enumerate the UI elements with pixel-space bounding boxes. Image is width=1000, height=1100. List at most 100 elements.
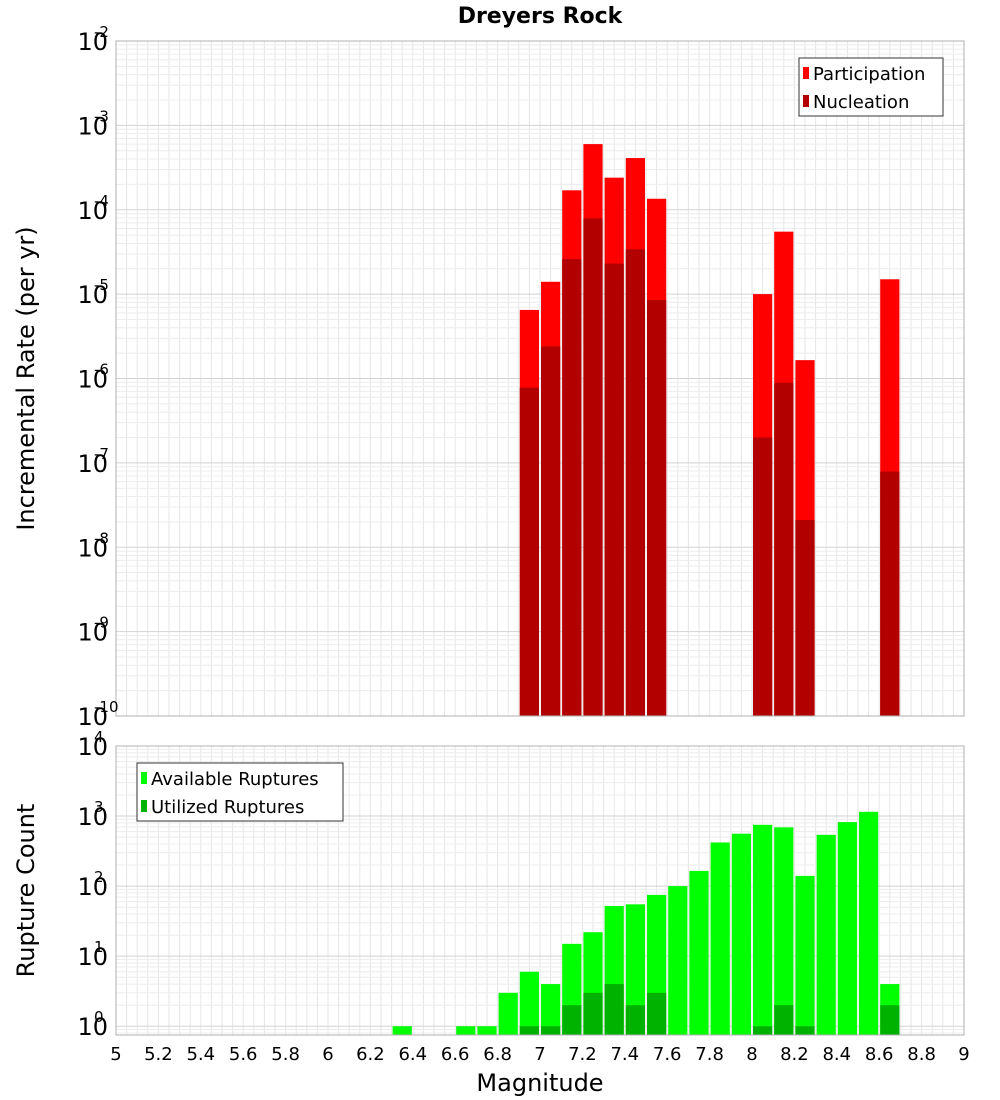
rate-y-axis-label: Incremental Rate (per yr) — [12, 226, 40, 530]
x-tick-label: 8.8 — [907, 1044, 936, 1065]
x-tick-label: 9 — [958, 1044, 969, 1065]
count-bar — [837, 822, 857, 1035]
count-bar — [541, 1026, 561, 1035]
x-tick-label: 6.6 — [441, 1044, 470, 1065]
x-tick-label: 6.4 — [398, 1044, 427, 1065]
rate-ytick-label: 10-9 — [77, 614, 109, 647]
x-tick-label: 6.8 — [483, 1044, 512, 1065]
count-bar — [519, 1026, 539, 1035]
x-tick-label: 6.2 — [356, 1044, 385, 1065]
count-bar — [604, 984, 624, 1035]
rate-series-1 — [519, 218, 900, 717]
x-tick-label: 8.6 — [865, 1044, 894, 1065]
rate-legend: Participation Nucleation — [798, 57, 944, 117]
rate-ytick-exp: -9 — [94, 614, 109, 632]
rate-ytick-label: 10-5 — [77, 276, 109, 309]
count-ytick-label: 101 — [77, 938, 108, 971]
x-tick-label: 8.4 — [822, 1044, 851, 1065]
count-bar — [753, 824, 773, 1035]
chart-title: Dreyers Rock — [458, 4, 624, 29]
x-tick-label: 8.2 — [780, 1044, 809, 1065]
rate-ytick-exp: -10 — [94, 698, 119, 716]
x-tick-label: 5.6 — [229, 1044, 258, 1065]
rate-ytick-base: 10 — [77, 366, 108, 394]
count-ytick-exp: 4 — [94, 728, 104, 746]
rate-ytick-exp: -4 — [94, 192, 109, 210]
rate-ytick-base: 10 — [77, 619, 108, 647]
count-legend-label: Available Ruptures — [151, 769, 319, 790]
count-bar — [795, 1026, 815, 1035]
rate-legend-swatch — [803, 95, 809, 107]
rate-ytick-label: 10-4 — [77, 192, 109, 225]
rate-legend-box — [798, 57, 944, 117]
count-y-axis-label: Rupture Count — [12, 804, 40, 978]
count-bar — [753, 1026, 773, 1035]
x-tick-label: 7.4 — [610, 1044, 639, 1065]
rate-bar — [625, 249, 645, 716]
count-legend-box — [136, 762, 344, 822]
count-ytick-label: 102 — [77, 868, 108, 901]
rate-plot-border — [115, 40, 965, 717]
count-bar — [498, 992, 518, 1035]
x-tick-label: 6 — [322, 1044, 333, 1065]
rate-ytick-base: 10 — [77, 28, 108, 56]
count-bar — [689, 870, 709, 1035]
rate-bar — [562, 259, 582, 716]
count-legend: Available Ruptures Utilized Ruptures — [136, 762, 344, 822]
rate-ytick-base: 10 — [77, 450, 108, 478]
rate-bar — [647, 300, 667, 716]
rate-bar — [753, 437, 773, 716]
count-legend-swatch — [141, 772, 147, 784]
count-ytick-base: 10 — [77, 733, 108, 761]
count-bar — [710, 842, 730, 1035]
x-tick-label: 7.6 — [653, 1044, 682, 1065]
rate-ytick-base: 10 — [77, 703, 108, 731]
x-tick-label: 5 — [110, 1044, 121, 1065]
count-bar — [859, 811, 879, 1035]
count-legend-swatch — [141, 800, 147, 812]
count-bar — [456, 1026, 476, 1035]
rate-ytick-label: 10-10 — [77, 698, 118, 731]
rate-ytick-base: 10 — [77, 281, 108, 309]
count-bar — [541, 984, 561, 1035]
x-tick-label: 8 — [746, 1044, 757, 1065]
rate-ytick-exp: -6 — [94, 361, 109, 379]
count-bar — [816, 834, 836, 1035]
count-bar — [774, 1005, 794, 1035]
x-tick-label: 7.2 — [568, 1044, 597, 1065]
rate-legend-label: Participation — [813, 64, 925, 85]
rate-ytick-exp: -8 — [94, 529, 109, 547]
x-axis-label: Magnitude — [476, 1069, 603, 1097]
count-bar — [562, 1005, 582, 1035]
count-bar — [731, 833, 751, 1035]
count-bar — [477, 1026, 497, 1035]
rate-bar — [795, 520, 815, 716]
count-bar — [625, 904, 645, 1035]
count-ytick-label: 103 — [77, 798, 108, 831]
count-ytick-base: 10 — [77, 873, 108, 901]
x-tick-label: 5.2 — [144, 1044, 173, 1065]
count-plot-border — [115, 745, 965, 1036]
count-ytick-base: 10 — [77, 1013, 108, 1041]
rate-ytick-exp: -5 — [94, 276, 109, 294]
count-bar — [519, 971, 539, 1035]
rate-bar — [774, 382, 794, 716]
rate-bar — [583, 218, 603, 717]
rate-ytick-label: 10-6 — [77, 361, 109, 394]
count-ytick-base: 10 — [77, 803, 108, 831]
rate-ytick-exp: -2 — [94, 23, 109, 41]
rate-bar — [604, 263, 624, 716]
count-ytick-base: 10 — [77, 943, 108, 971]
rate-ytick-base: 10 — [77, 197, 108, 225]
x-tick-label: 5.8 — [271, 1044, 300, 1065]
rate-ytick-exp: -7 — [94, 445, 109, 463]
count-bar — [392, 1026, 412, 1035]
count-bar — [880, 1005, 900, 1035]
rate-ytick-label: 10-7 — [77, 445, 109, 478]
count-bar — [647, 992, 667, 1035]
rate-ytick-exp: -3 — [94, 107, 109, 125]
x-tick-label: 7.8 — [695, 1044, 724, 1065]
count-bar — [774, 827, 794, 1035]
count-bar — [795, 875, 815, 1035]
